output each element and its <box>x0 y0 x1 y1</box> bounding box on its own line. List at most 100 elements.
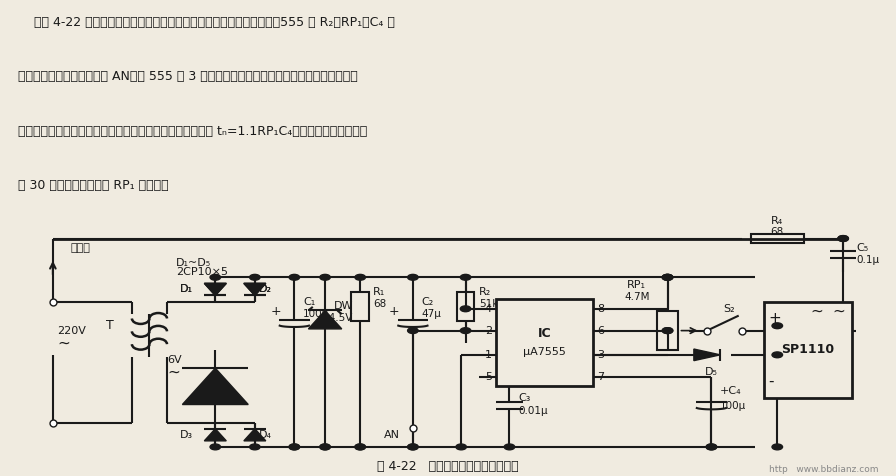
Circle shape <box>706 444 717 450</box>
Circle shape <box>210 274 220 280</box>
Polygon shape <box>244 283 266 296</box>
Circle shape <box>772 444 782 450</box>
Text: C₁: C₁ <box>303 297 315 307</box>
Circle shape <box>289 444 299 450</box>
Text: C₃: C₃ <box>518 394 530 404</box>
Circle shape <box>289 274 299 280</box>
Text: SP1110: SP1110 <box>781 344 834 357</box>
Text: R₁: R₁ <box>374 287 385 297</box>
Text: D₁~D₅: D₁~D₅ <box>176 258 211 268</box>
Polygon shape <box>244 429 266 441</box>
Bar <box>496 299 593 387</box>
Circle shape <box>838 236 849 241</box>
Circle shape <box>408 444 418 450</box>
Circle shape <box>320 444 331 450</box>
Circle shape <box>706 444 717 450</box>
Text: C₅: C₅ <box>857 243 868 253</box>
Text: 图 4-22   交流电定时开关控制器电路: 图 4-22 交流电定时开关控制器电路 <box>377 460 519 473</box>
Text: 如图 4-22 所示，控制器包括降压整流、单稳定时和交流固态继电器。555 和 R₂、RP₁、C₄ 等: 如图 4-22 所示，控制器包括降压整流、单稳定时和交流固态继电器。555 和 … <box>18 16 394 29</box>
Text: 100μ: 100μ <box>720 401 746 411</box>
Text: 5: 5 <box>485 372 492 382</box>
Circle shape <box>838 236 849 241</box>
Text: ~: ~ <box>832 304 845 319</box>
Text: +: + <box>271 305 281 317</box>
Text: 约 30 分钟，可通过调节 RP₁ 来调整。: 约 30 分钟，可通过调节 RP₁ 来调整。 <box>18 179 168 192</box>
Bar <box>351 292 369 321</box>
Circle shape <box>408 327 418 334</box>
Circle shape <box>772 323 782 328</box>
Circle shape <box>772 352 782 358</box>
Circle shape <box>662 274 673 280</box>
Polygon shape <box>204 283 227 296</box>
Text: 47μ: 47μ <box>422 308 442 318</box>
Text: D₅: D₅ <box>705 367 718 377</box>
Text: 8: 8 <box>598 304 605 314</box>
Text: AN: AN <box>383 430 400 440</box>
Circle shape <box>355 274 366 280</box>
Text: μA7555: μA7555 <box>523 347 566 357</box>
Bar <box>657 311 678 350</box>
Polygon shape <box>204 283 227 296</box>
Polygon shape <box>308 310 341 329</box>
Circle shape <box>250 274 260 280</box>
Text: 2CP10×5: 2CP10×5 <box>176 268 228 278</box>
Circle shape <box>408 444 418 450</box>
Polygon shape <box>244 283 266 296</box>
Circle shape <box>320 274 331 280</box>
Text: 68: 68 <box>374 299 386 309</box>
Text: D₃: D₃ <box>180 430 194 440</box>
Text: C₂: C₂ <box>422 297 434 307</box>
Circle shape <box>320 444 331 450</box>
Bar <box>457 292 474 321</box>
Text: D₂: D₂ <box>259 284 272 295</box>
Text: ~: ~ <box>57 335 70 350</box>
Text: 7: 7 <box>598 372 605 382</box>
Text: R₂: R₂ <box>478 287 491 297</box>
Text: ~: ~ <box>810 304 823 319</box>
Text: IC: IC <box>538 327 551 339</box>
Text: 220V: 220V <box>57 326 86 336</box>
Text: T: T <box>106 319 114 332</box>
Text: DW: DW <box>334 301 353 311</box>
Text: D₂: D₂ <box>259 284 272 295</box>
Text: D₁: D₁ <box>180 284 194 295</box>
Text: http   www.bbdianz.com: http www.bbdianz.com <box>769 465 878 474</box>
Text: RP₁: RP₁ <box>627 279 646 289</box>
Polygon shape <box>694 349 720 361</box>
Text: 组成单稳定时电路，按一下 AN，则 555 的 3 脚呈高电平，使交流固态继电器的交流输出端开: 组成单稳定时电路，按一下 AN，则 555 的 3 脚呈高电平，使交流固态继电器… <box>18 70 358 83</box>
Circle shape <box>461 306 470 312</box>
Polygon shape <box>183 368 248 405</box>
Circle shape <box>662 327 673 334</box>
Text: 100μ: 100μ <box>303 308 330 318</box>
Text: 51k: 51k <box>478 299 498 309</box>
Text: 0.1μ: 0.1μ <box>857 255 880 265</box>
Circle shape <box>408 274 418 280</box>
Text: D₁: D₁ <box>180 284 194 295</box>
Text: ~: ~ <box>167 364 180 379</box>
Text: +: + <box>769 311 781 326</box>
Text: R₄: R₄ <box>771 217 783 227</box>
Circle shape <box>355 444 366 450</box>
Circle shape <box>250 444 260 450</box>
Circle shape <box>662 274 673 280</box>
Text: +: + <box>389 305 400 317</box>
Text: 1: 1 <box>485 350 492 360</box>
Text: 2: 2 <box>485 326 492 336</box>
Text: 通，负载接通，计时开始。定时时间，即单稳态的暂稳时间 tₙ=1.1RP₁C₄，图示参数的最长定时: 通，负载接通，计时开始。定时时间，即单稳态的暂稳时间 tₙ=1.1RP₁C₄，图… <box>18 125 367 138</box>
Circle shape <box>662 274 673 280</box>
Circle shape <box>289 444 299 450</box>
Text: D₄: D₄ <box>259 430 272 440</box>
Text: 3: 3 <box>598 350 604 360</box>
Text: +C₄: +C₄ <box>720 386 742 396</box>
Circle shape <box>456 444 467 450</box>
Text: S₂: S₂ <box>723 304 735 314</box>
Polygon shape <box>204 429 227 441</box>
Circle shape <box>461 327 470 334</box>
Bar <box>764 301 852 398</box>
Text: -: - <box>769 374 774 389</box>
Text: 4.7M: 4.7M <box>624 292 650 302</box>
Text: 68: 68 <box>771 228 784 238</box>
Text: +4.5V: +4.5V <box>321 314 353 324</box>
Circle shape <box>355 444 366 450</box>
Circle shape <box>662 327 673 334</box>
